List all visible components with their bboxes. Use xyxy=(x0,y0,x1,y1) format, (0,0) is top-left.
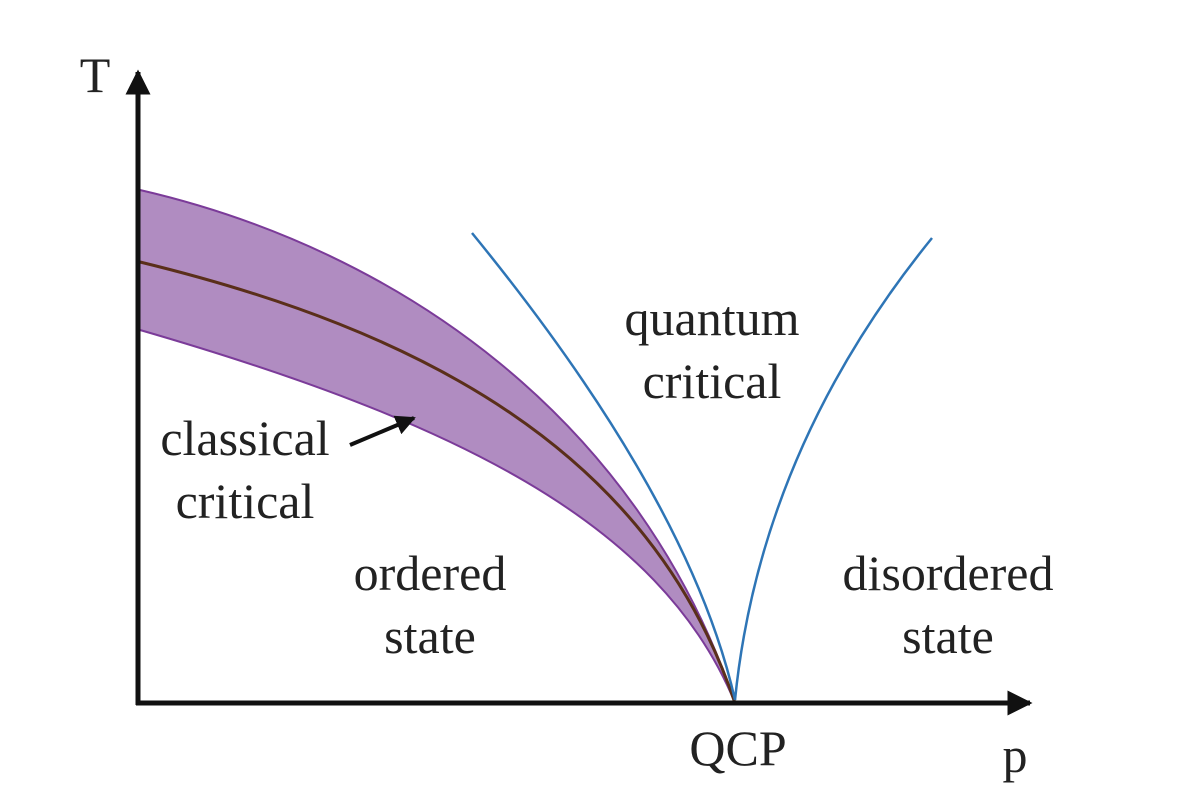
crossover-left xyxy=(471,232,737,701)
x-axis-label: p xyxy=(1003,727,1028,783)
region-label: disordered xyxy=(842,545,1053,601)
region-label: state xyxy=(902,608,994,664)
region-label: critical xyxy=(643,353,782,409)
region-label: quantum xyxy=(625,290,800,346)
pointer-arrow xyxy=(349,415,416,447)
qcp-label: QCP xyxy=(689,720,786,776)
region-label: critical xyxy=(176,473,315,529)
band-lower-edge xyxy=(139,329,736,704)
y-axis-label: T xyxy=(80,47,111,103)
classical-critical-band xyxy=(140,190,735,703)
region-label: classical xyxy=(160,410,329,466)
region-label: ordered xyxy=(354,545,507,601)
phase-boundary xyxy=(139,260,737,704)
crossover-right xyxy=(733,237,933,701)
region-label: state xyxy=(384,608,476,664)
band-upper-edge xyxy=(139,189,736,704)
